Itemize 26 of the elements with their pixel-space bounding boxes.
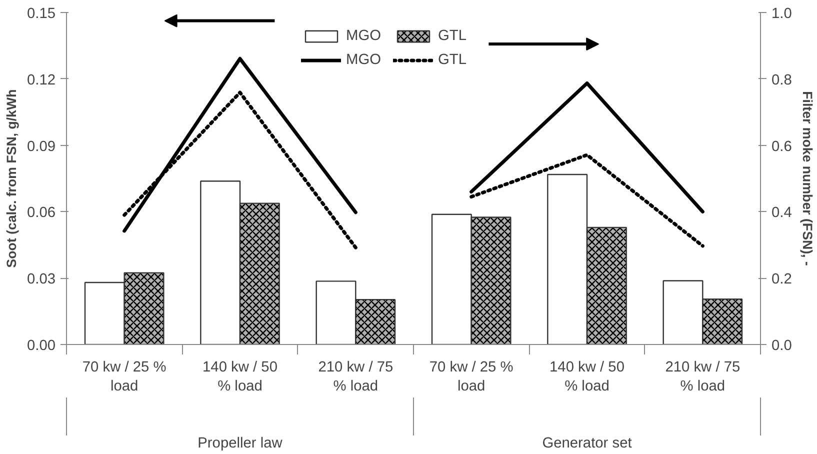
text: Propeller law <box>198 436 283 452</box>
legend-label: GTL <box>438 52 467 68</box>
x-tick-label: 140 kw / 50 % load <box>202 360 278 395</box>
y2-tick-label: 0.4 <box>772 205 792 222</box>
y2-axis-title: Filter moke number (FSN), - <box>800 91 815 266</box>
y-axis-title: Soot (calc. from FSN, g/kWh <box>4 89 19 268</box>
y-tick-label: 0.00 <box>26 338 56 354</box>
x-tick-label: 70 kw / 25 % load <box>429 360 514 395</box>
legend-label: MGO <box>346 28 382 44</box>
x-tick-label: 210 kw / 75 % load <box>665 360 740 395</box>
x-tick-label: 210 kw / 75 % load <box>318 360 394 395</box>
text: Generator set <box>542 436 632 452</box>
y-tick-label: 0.06 <box>26 205 56 222</box>
y2-tick-label: 0.6 <box>772 138 792 155</box>
x-tick-label: 140 kw / 50 % load <box>550 360 624 395</box>
y-tick-label: 0.15 <box>26 6 56 22</box>
y-tick-label: 0.12 <box>26 72 56 88</box>
legend-label: GTL <box>438 28 467 44</box>
y2-tick-label: 0.0 <box>772 338 792 354</box>
y2-tick-label: 1.0 <box>772 6 792 22</box>
x-tick-label: 70 kw / 25 % load <box>82 360 166 395</box>
y2-tick-label: 0.8 <box>772 72 792 88</box>
y-tick-label: 0.09 <box>26 138 56 155</box>
y-tick-label: 0.03 <box>26 272 56 288</box>
legend-label: MGO <box>346 52 382 68</box>
y2-tick-label: 0.2 <box>772 272 792 288</box>
